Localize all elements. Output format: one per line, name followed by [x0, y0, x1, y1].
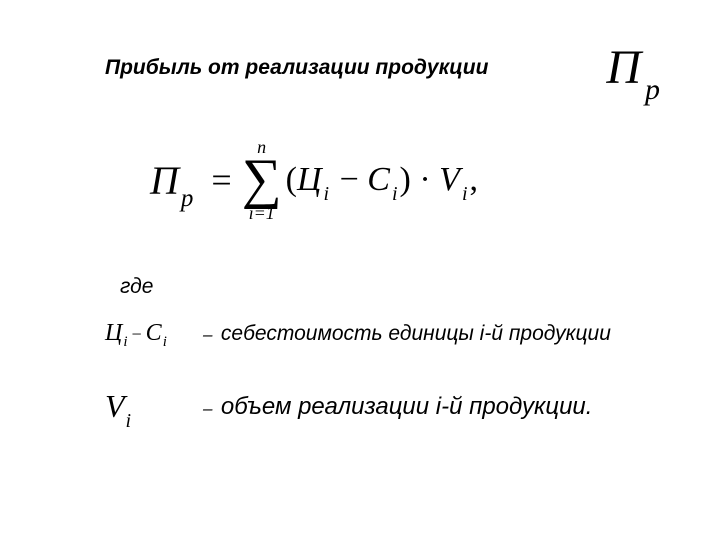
equals-sign: = [211, 159, 231, 201]
main-formula: Пр = n ∑ i=1 (Цi − Сi) · Vi, [150, 135, 478, 225]
sigma-icon: ∑ [242, 156, 282, 204]
summation-sign: n ∑ i=1 [242, 138, 282, 222]
def1-sym-a-sub: i [123, 334, 127, 351]
symbol-base: П [606, 41, 641, 94]
formula-lhs-base: П [150, 157, 179, 204]
dash-icon: – [203, 399, 212, 418]
dash-icon: – [203, 325, 212, 344]
definition-row-2: Vi – объем реализации i-й продукции. [105, 388, 660, 425]
term2-sub: i [392, 183, 398, 206]
term1-base: Ц [297, 161, 322, 199]
symbol-subscript: р [645, 73, 660, 106]
def1-sym-b-sub: i [163, 334, 167, 351]
term1-sub: i [324, 183, 330, 206]
v-base: V [439, 161, 460, 199]
def2-sym-sub: i [126, 410, 132, 433]
dot-operator: · [419, 161, 430, 199]
def2-text: – объем реализации i-й продукции. [203, 393, 592, 421]
page-title: Прибыль от реализации продукции [105, 56, 488, 80]
paren-close: ) [400, 161, 411, 199]
paren-open: ( [286, 161, 297, 199]
def1-sym-a: Ц [105, 320, 122, 347]
def1-sym-b: С [146, 320, 162, 347]
formula-lhs-sub: р [181, 185, 194, 213]
def1-description: себестоимость единицы i-й продукции [221, 322, 611, 345]
def2-sym: V [105, 388, 125, 425]
definition-row-1: Цi−Сi – себестоимость единицы i-й продук… [105, 320, 660, 347]
def1-minus: − [132, 324, 142, 345]
def1-symbol: Цi−Сi [105, 320, 185, 347]
sum-lower: i=1 [249, 204, 275, 222]
def2-symbol: Vi [105, 388, 185, 425]
term2-base: С [367, 161, 390, 199]
formula-comma: , [470, 161, 479, 199]
def2-description: объем реализации i-й продукции. [221, 393, 593, 420]
v-sub: i [462, 183, 468, 206]
minus-sign: − [340, 161, 359, 199]
where-label: где [120, 275, 153, 299]
def1-text: – себестоимость единицы i-й продукции [203, 322, 611, 346]
title-symbol: Пр [606, 40, 660, 95]
